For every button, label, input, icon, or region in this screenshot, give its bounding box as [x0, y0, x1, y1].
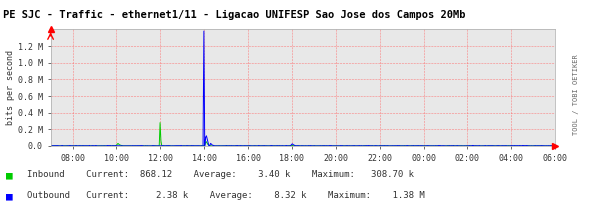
Text: ■: ■: [6, 191, 12, 201]
Text: Inbound    Current:  868.12    Average:    3.40 k    Maximum:   308.70 k: Inbound Current: 868.12 Average: 3.40 k …: [27, 170, 414, 179]
Text: ■: ■: [6, 170, 12, 180]
Text: TOOL / TOBI OETIKER: TOOL / TOBI OETIKER: [572, 54, 579, 135]
Y-axis label: bits per second: bits per second: [6, 50, 15, 125]
Text: PE SJC - Traffic - ethernet1/11 - Ligacao UNIFESP Sao Jose dos Campos 20Mb: PE SJC - Traffic - ethernet1/11 - Ligaca…: [3, 10, 465, 20]
Text: Outbound   Current:     2.38 k    Average:    8.32 k    Maximum:    1.38 M: Outbound Current: 2.38 k Average: 8.32 k…: [27, 191, 424, 200]
